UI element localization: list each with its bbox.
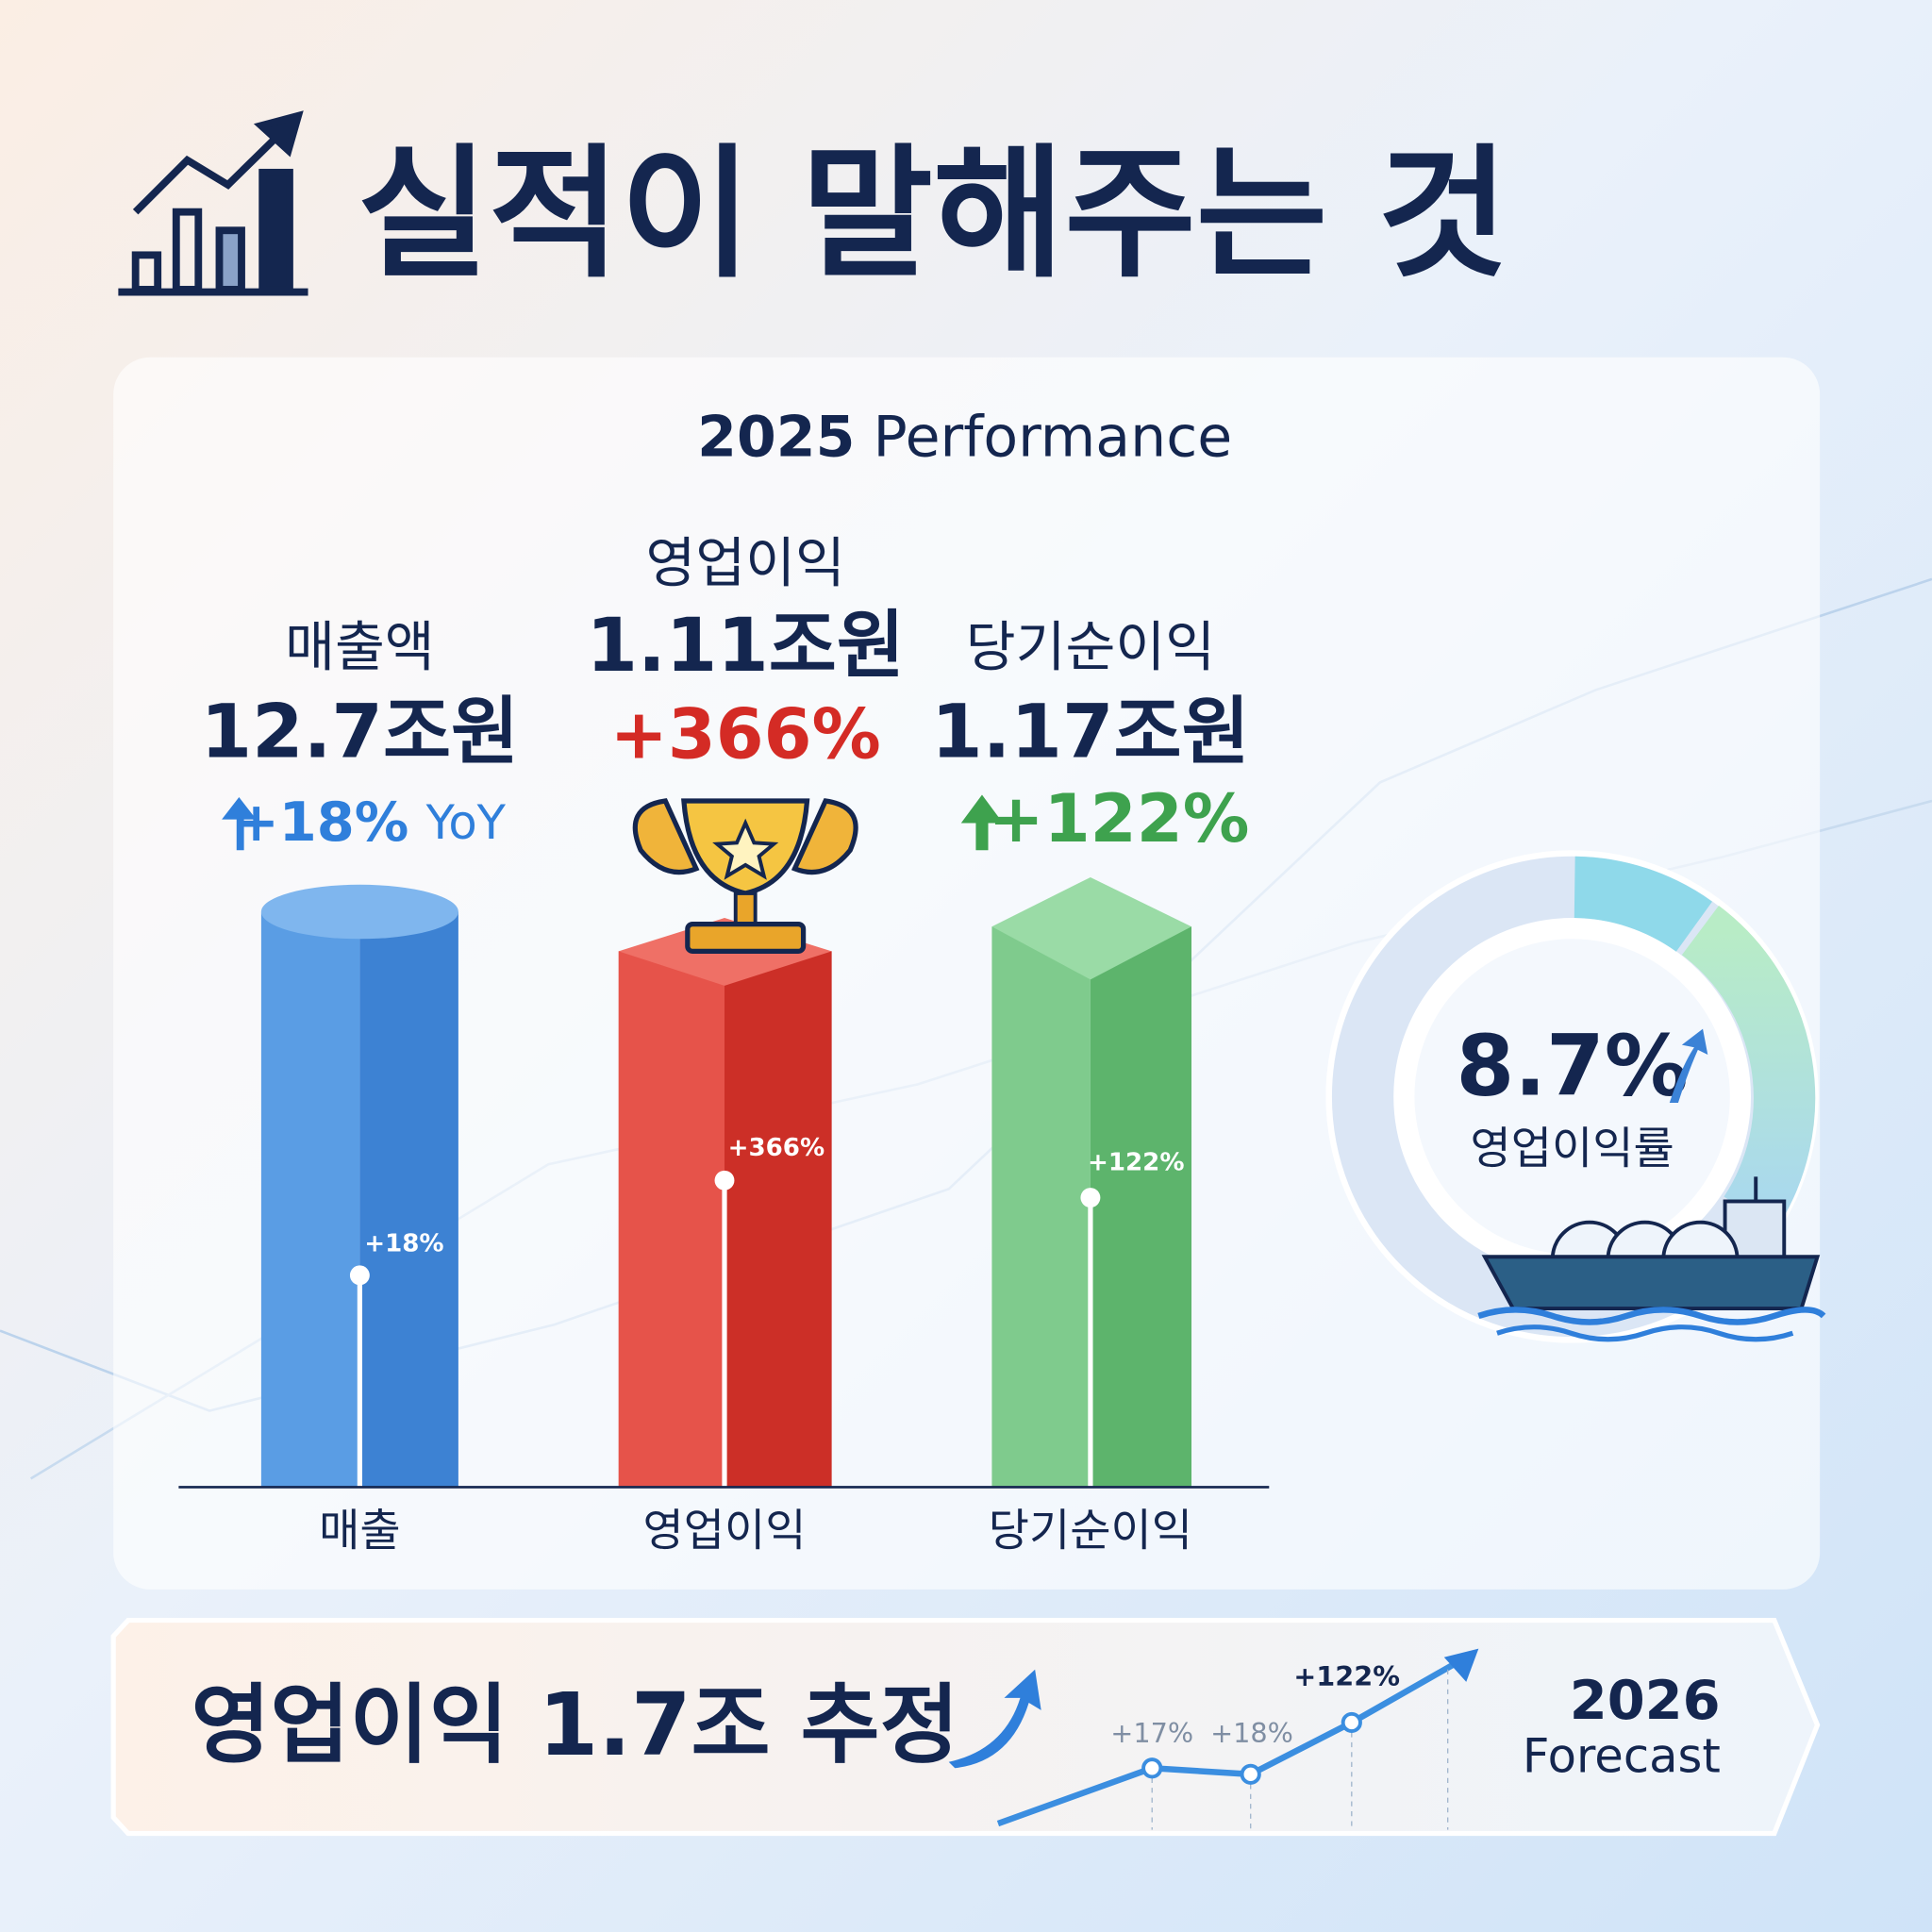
panel [113, 357, 1821, 1590]
donut-label: 영업이익률 [1470, 1124, 1674, 1175]
metric-change: +366% [610, 695, 881, 775]
metric-label: 당기순이익 [966, 615, 1215, 678]
forecast-chart [996, 1648, 1479, 1830]
bar-label: +18% [364, 1230, 443, 1258]
up-arrow [222, 797, 257, 851]
bar-net [991, 876, 1192, 1488]
metric-value: 1.17조원 [931, 690, 1250, 775]
metric-label: 매출액 [285, 615, 435, 678]
heading-year: 2025 [697, 404, 855, 470]
forecast-point: +122% [1293, 1660, 1400, 1692]
up-arrow [948, 1669, 1041, 1769]
bar-operating [618, 918, 832, 1488]
up-arrow [960, 794, 1004, 851]
heading-label: Performance [873, 404, 1232, 470]
forecast-headline: 영업이익 1.7조 추정 [191, 1674, 958, 1775]
axis-label: 매출 [319, 1506, 401, 1557]
forecast-box [110, 1617, 1821, 1837]
metric-value: 1.11조원 [586, 603, 905, 689]
bar-label: +122% [1088, 1148, 1185, 1176]
metric-change: +122% [988, 780, 1249, 858]
change-suffix: YoY [425, 795, 507, 850]
up-arrow [1669, 1028, 1708, 1103]
trophy [632, 798, 858, 954]
forecast-year: 2026 [1570, 1669, 1721, 1732]
ship [1477, 1176, 1826, 1342]
axis-label: 당기순이익 [989, 1506, 1192, 1557]
change: +18% [234, 791, 409, 854]
title: 실적이 말해주는 것 [358, 130, 1509, 297]
forecast-point: +17% [1110, 1717, 1193, 1749]
forecast-label: Forecast [1523, 1729, 1721, 1784]
title-icon [118, 110, 308, 296]
forecast-point: +18% [1210, 1717, 1293, 1749]
bar-revenue [260, 884, 458, 1488]
metric-label: 영업이익 [645, 531, 844, 594]
panel-heading: 2025 Performance [697, 404, 1232, 470]
axis-label: 영업이익 [642, 1506, 806, 1557]
bar-label: +366% [728, 1134, 825, 1162]
metric-change: +18% YoY [234, 791, 507, 854]
donut-value: 8.7% [1456, 1018, 1688, 1115]
metric-value: 12.7조원 [201, 690, 520, 775]
